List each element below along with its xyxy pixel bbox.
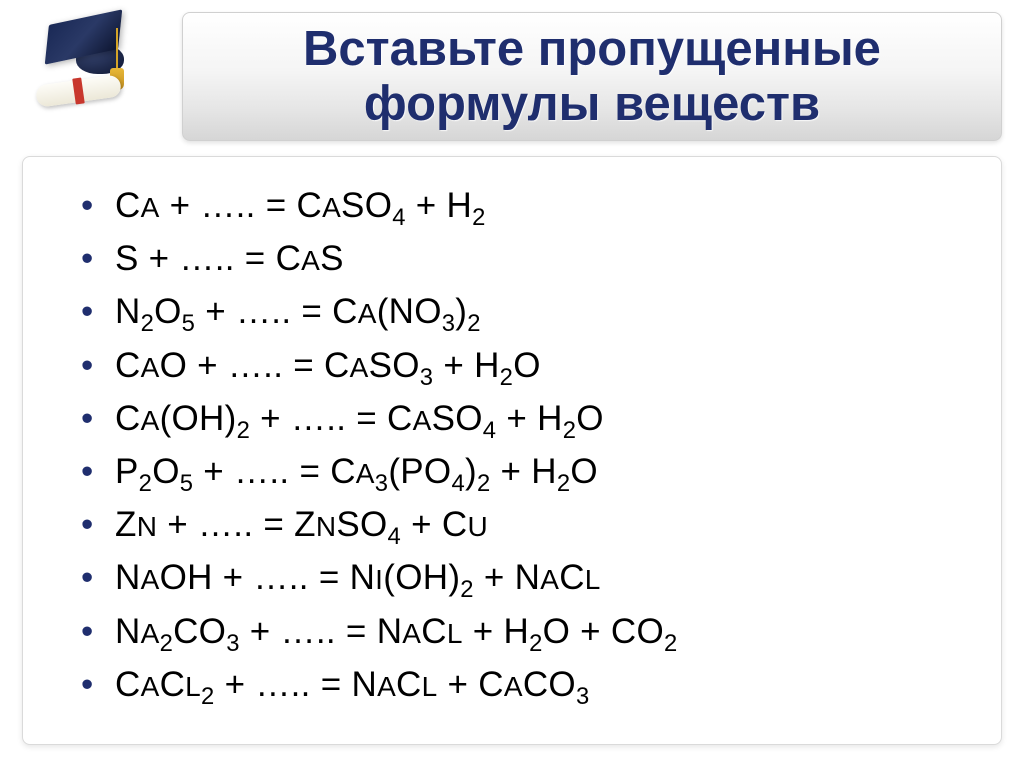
equation-row: N2O5 + ….. = CA(NO3)2 — [81, 285, 963, 338]
content-box: CA + ….. = CASO4 + H2S + ….. = CASN2O5 +… — [22, 156, 1002, 745]
equation-row: NAOH + ….. = NI(OH)2 + NACL — [81, 551, 963, 604]
slide: Вставьте пропущенные формулы веществ CA … — [0, 0, 1024, 767]
equation-list: CA + ….. = CASO4 + H2S + ….. = CASN2O5 +… — [81, 179, 963, 711]
equation-row: ZN + ….. = ZNSO4 + CU — [81, 498, 963, 551]
equation-row: CACL2 + ….. = NACL + CACO3 — [81, 658, 963, 711]
equation-row: CA + ….. = CASO4 + H2 — [81, 179, 963, 232]
graduation-cap-icon — [28, 18, 158, 128]
equation-row: CAO + ….. = CASO3 + H2O — [81, 339, 963, 392]
equation-row: NA2CO3 + ….. = NACL + H2O + CO2 — [81, 605, 963, 658]
equation-row: P2O5 + ….. = CA3(PO4)2 + H2O — [81, 445, 963, 498]
equation-row: S + ….. = CAS — [81, 232, 963, 285]
title-bar: Вставьте пропущенные формулы веществ — [182, 12, 1002, 141]
slide-title: Вставьте пропущенные формулы веществ — [203, 22, 981, 132]
equation-row: CA(OH)2 + ….. = CASO4 + H2O — [81, 392, 963, 445]
